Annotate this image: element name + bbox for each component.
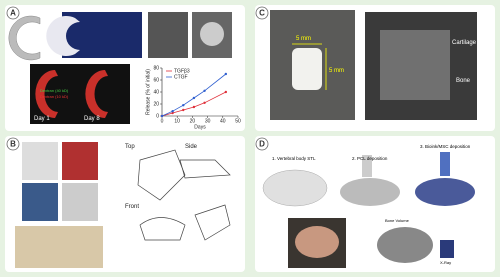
day8-label: Day 8 (84, 116, 100, 122)
x-tick-label: 0 (161, 118, 164, 124)
front-drawing (139, 217, 186, 241)
data-point (203, 101, 206, 105)
panel-badge (255, 6, 269, 20)
scaffold-shape (46, 15, 80, 57)
width-label: 5 mm (296, 36, 311, 42)
xray-icon (440, 240, 454, 258)
nozzle (362, 155, 372, 177)
panel-badge (6, 6, 20, 20)
data-point (171, 110, 174, 113)
bone-volume: Bone Volume (385, 218, 410, 223)
data-point (160, 114, 164, 118)
step-1: 1. Vertebral body STL (272, 156, 316, 161)
dextran-10: Dextran (10 kD) (40, 94, 69, 99)
panel-label: A (10, 9, 16, 18)
iso-drawing (194, 204, 231, 241)
bioink-disk (415, 178, 475, 206)
data-point (224, 72, 228, 76)
tissue (295, 226, 339, 258)
nozzle (440, 152, 450, 176)
condyle-image (62, 142, 98, 180)
series-line (161, 91, 227, 117)
bone-label: Bone (456, 78, 471, 84)
meniscus-image (8, 15, 41, 61)
panel-label: D (259, 140, 265, 149)
x-tick-label: 40 (220, 118, 226, 124)
x-tick-label: 30 (205, 118, 211, 124)
side-drawing (179, 159, 231, 179)
x-tick-label: 20 (190, 118, 196, 124)
data-point (203, 89, 206, 93)
cartilage-label: Cartilage (452, 40, 477, 46)
y-tick-label: 40 (153, 89, 159, 95)
data-point (171, 111, 174, 115)
y-axis-label: Release (% of initial) (145, 69, 151, 115)
day1-crescent (35, 70, 58, 118)
vertebra-model (262, 169, 328, 207)
side-label: Side (185, 144, 198, 150)
step-2: 2. PCL deposition (352, 156, 388, 161)
dextran-40: Dextran (40 kD) (40, 88, 69, 93)
panel-label: C (259, 9, 265, 18)
data-point (192, 96, 196, 100)
panel-badge (255, 137, 269, 151)
data-point (182, 104, 185, 107)
data-point (224, 90, 228, 94)
legend-label: TGFβ3 (174, 68, 190, 74)
x-tick-label: 10 (174, 118, 180, 124)
scaffold-top (22, 183, 58, 221)
height-label: 5 mm (329, 68, 344, 74)
xray-label: X-Ray (440, 260, 451, 265)
y-tick-label: 60 (153, 77, 159, 83)
legend-label: CTGF (174, 74, 188, 80)
sem-image-1 (148, 12, 188, 58)
x-axis-label: Days (194, 124, 206, 130)
data-point (182, 108, 185, 112)
micro-ct (377, 227, 433, 263)
top-drawing (137, 149, 186, 201)
pore-grid-image (15, 226, 103, 268)
day8-crescent (85, 70, 108, 118)
scaffold-photo (62, 183, 98, 221)
fiber-section (200, 22, 224, 46)
x-tick-label: 50 (235, 118, 241, 124)
y-tick-label: 0 (156, 113, 159, 119)
front-label: Front (125, 204, 139, 210)
panel-label: B (10, 140, 16, 149)
series-line (161, 73, 227, 117)
y-tick-label: 80 (153, 65, 159, 71)
pcl-disk (340, 178, 400, 206)
day1-label: Day 1 (34, 116, 50, 122)
scaffold-lattice (380, 30, 450, 100)
y-tick-label: 20 (153, 101, 159, 107)
model-image (22, 142, 58, 180)
step-3: 3. Bioink/MSC deposition (420, 144, 471, 149)
data-point (192, 105, 196, 109)
plug (292, 48, 322, 90)
panel-badge (6, 137, 20, 151)
top-label: Top (125, 144, 135, 150)
